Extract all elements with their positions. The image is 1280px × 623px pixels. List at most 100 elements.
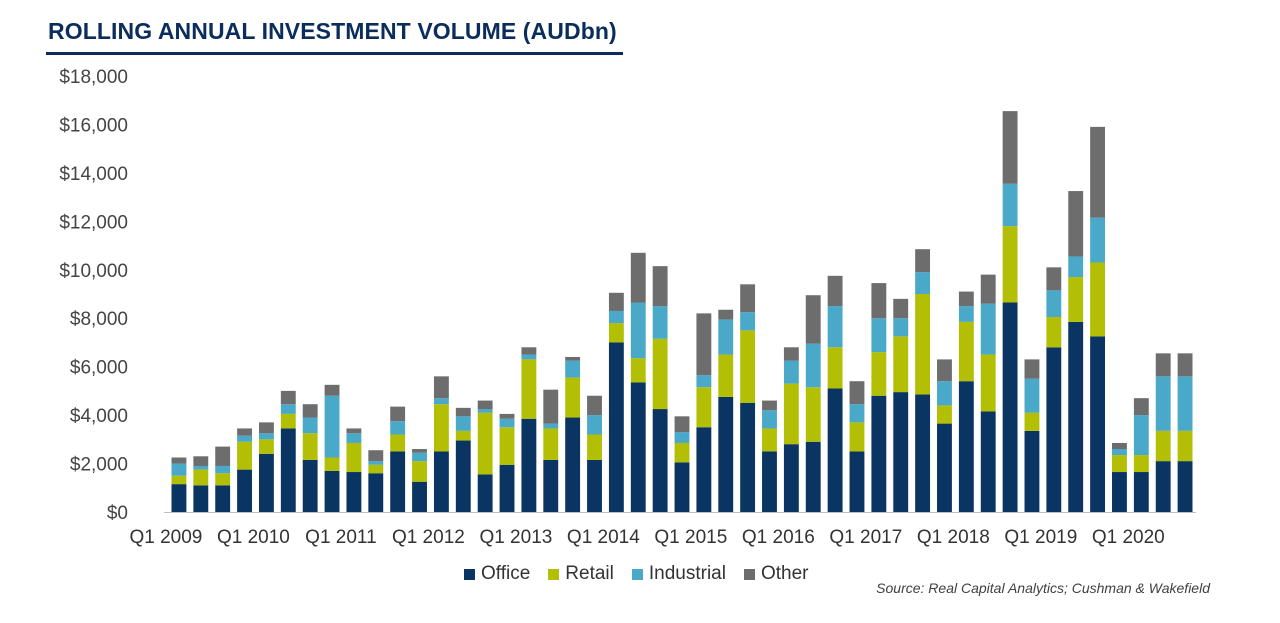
bar-segment-other — [565, 356, 581, 361]
bar-segment-office — [740, 403, 756, 512]
x-tick-label: Q1 2010 — [217, 527, 290, 548]
bar-segment-other — [1177, 353, 1193, 377]
bar-segment-office — [324, 470, 340, 512]
bar-segment-retail — [1046, 317, 1062, 348]
bar-segment-industrial — [652, 306, 668, 339]
bar-segment-industrial — [1068, 256, 1084, 278]
bar-segment-office — [980, 411, 996, 512]
bar-segment-retail — [915, 294, 931, 395]
bar-segment-retail — [1090, 262, 1106, 337]
bar-segment-other — [455, 407, 471, 417]
bar-segment-retail — [171, 475, 187, 485]
bar-segment-other — [827, 275, 843, 307]
bar-segment-industrial — [433, 398, 449, 405]
legend-swatch-office — [464, 568, 475, 580]
bar-segment-retail — [477, 412, 493, 475]
x-tick-label: Q1 2012 — [392, 527, 465, 548]
bar-segment-other — [652, 266, 668, 307]
bar-segment-office — [193, 485, 209, 512]
x-tick-label: Q1 2011 — [305, 527, 376, 548]
bar-segment-retail — [980, 354, 996, 412]
bar-segment-office — [215, 485, 231, 512]
bar-segment-other — [608, 292, 624, 311]
bar-segment-other — [477, 400, 493, 410]
bar-segment-other — [521, 347, 537, 355]
bar-segment-retail — [871, 352, 887, 396]
bar-segment-office — [477, 474, 493, 512]
x-tick-label: Q1 2014 — [567, 527, 640, 548]
legend-swatch-retail — [548, 568, 560, 580]
y-tick-label: $6,000 — [70, 358, 128, 379]
bar-segment-industrial — [805, 343, 821, 388]
bar-segment-retail — [827, 347, 843, 389]
bar-segment-office — [1133, 472, 1149, 512]
bar-segment-retail — [346, 442, 362, 473]
bar-segment-office — [674, 462, 690, 512]
bar-segment-other — [958, 291, 974, 307]
bar-segment-office — [433, 451, 449, 512]
bar-segment-other — [674, 416, 690, 433]
bar-segment-other — [324, 384, 340, 396]
bar-segment-office — [1112, 472, 1127, 512]
bar-segment-office — [958, 381, 974, 512]
bar-segment-office — [1177, 461, 1193, 512]
bar-segment-retail — [1024, 412, 1040, 431]
bar-segment-industrial — [1155, 376, 1171, 431]
bar-segment-industrial — [762, 410, 777, 429]
legend-label-other: Other — [760, 563, 809, 584]
bar-segment-office — [652, 409, 668, 512]
bar-segment-retail — [390, 434, 406, 452]
bar-segment-industrial — [958, 306, 974, 322]
legend-label-office: Office — [481, 563, 531, 584]
bar-segment-retail — [521, 359, 537, 419]
bar-segment-industrial — [302, 417, 318, 434]
bar-segment-retail — [455, 430, 471, 441]
bar-segment-office — [302, 459, 318, 512]
bar-segment-industrial — [1090, 217, 1106, 263]
bar-segment-other — [412, 449, 427, 453]
bar-segment-retail — [368, 464, 384, 474]
bar-segment-industrial — [324, 395, 340, 458]
bar-segment-retail — [1155, 430, 1171, 462]
legend-item-retail: Retail — [548, 563, 614, 585]
bar-segment-retail — [718, 354, 734, 397]
bar-segment-other — [783, 347, 799, 361]
bar-segment-retail — [258, 439, 274, 454]
bar-segment-industrial — [696, 375, 712, 388]
bar-segment-industrial — [871, 318, 887, 353]
bar-segment-office — [718, 396, 734, 512]
bar-segment-office — [455, 440, 471, 512]
y-tick-label: $18,000 — [59, 67, 128, 88]
bar-segment-industrial — [718, 319, 734, 355]
bar-segment-retail — [893, 336, 909, 393]
bar-segment-office — [915, 394, 931, 512]
bar-segment-industrial — [1177, 376, 1193, 431]
bar-segment-office — [390, 451, 406, 512]
bar-segment-other — [193, 456, 209, 466]
bar-segment-office — [171, 484, 187, 512]
x-tick-label: Q1 2013 — [479, 527, 552, 548]
bar-segment-industrial — [215, 465, 231, 474]
y-tick-label: $16,000 — [59, 115, 128, 136]
bar-segment-retail — [849, 422, 865, 452]
bar-segment-industrial — [893, 318, 909, 337]
bar-segment-industrial — [630, 302, 646, 359]
source-note: Source: Real Capital Analytics; Cushman … — [876, 580, 1210, 596]
x-tick-label: Q1 2019 — [1004, 527, 1077, 548]
bar-segment-industrial — [237, 435, 252, 442]
bar-segment-other — [1068, 191, 1084, 257]
bar-segment-retail — [302, 433, 318, 460]
bar-segment-office — [783, 444, 799, 512]
bar-segment-other — [1090, 126, 1106, 218]
bar-segment-retail — [280, 413, 296, 429]
bar-segment-office — [543, 459, 559, 512]
bar-segment-retail — [652, 338, 668, 410]
bar-segment-other — [871, 283, 887, 319]
x-tick-label: Q1 2020 — [1092, 527, 1165, 548]
bar-segment-industrial — [280, 404, 296, 414]
bar-segment-industrial — [543, 423, 559, 429]
bar-segment-industrial — [565, 360, 581, 378]
bar-segment-industrial — [827, 306, 843, 348]
legend-swatch-other — [743, 568, 755, 580]
y-tick-label: $12,000 — [59, 212, 128, 233]
